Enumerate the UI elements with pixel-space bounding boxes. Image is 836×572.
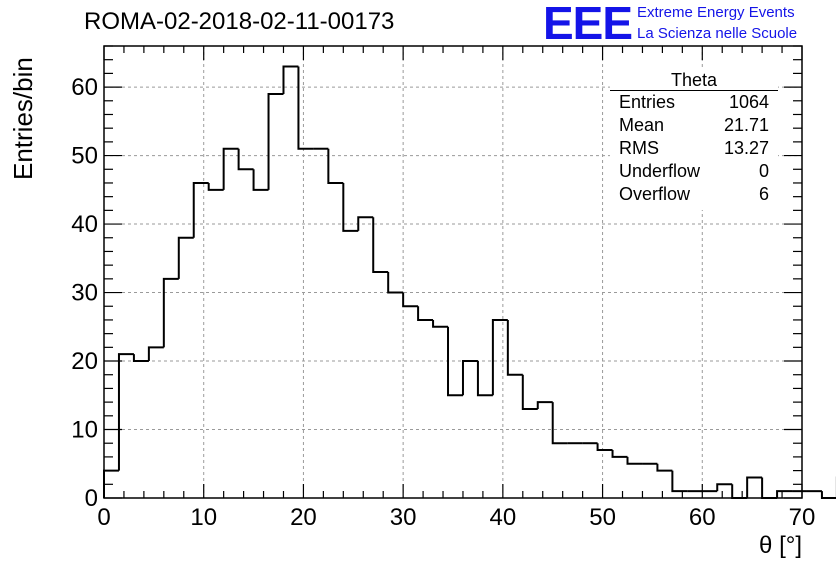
- histogram-bin: [461, 360, 478, 396]
- histogram-bin: [282, 65, 299, 94]
- histogram-bin: [342, 182, 359, 232]
- histogram-bin: [671, 470, 688, 493]
- histogram-bin: [252, 169, 269, 191]
- histogram-bin: [147, 346, 164, 362]
- logo-text-line-2: La Scienza nelle Scuole: [637, 25, 798, 42]
- x-tick-label: 30: [390, 504, 417, 531]
- grid-lines: [104, 46, 802, 498]
- histogram-bin: [432, 319, 449, 328]
- y-tick-label: 50: [71, 143, 98, 170]
- x-axis-label: θ [°]: [759, 532, 802, 559]
- histogram-bin: [536, 401, 553, 409]
- histogram-bin: [372, 217, 389, 273]
- histogram-bin: [716, 483, 733, 492]
- histogram-bin: [596, 443, 613, 452]
- x-tick-label: 40: [490, 504, 517, 531]
- histogram-bin: [417, 306, 434, 321]
- eee-logo: EEE: [543, 0, 633, 49]
- plot-frame: [103, 45, 803, 499]
- stats-value: 6: [758, 184, 769, 204]
- histogram-bars: [103, 65, 836, 499]
- x-tick-label: 70: [789, 504, 816, 531]
- histogram-bin: [731, 484, 748, 499]
- histogram-bin: [611, 450, 628, 458]
- x-tick-label: 50: [589, 504, 616, 531]
- histogram-bin: [447, 326, 463, 397]
- chart-title: ROMA-02-2018-02-11-00173: [84, 8, 395, 35]
- histogram-bin: [820, 491, 836, 499]
- histogram-bin: [776, 490, 793, 498]
- stats-label: Underflow: [619, 161, 701, 181]
- histogram-bin: [222, 147, 239, 190]
- stats-row-mean: Mean 21.71: [610, 114, 778, 137]
- histogram-bin: [476, 361, 493, 397]
- x-tick-label: 60: [689, 504, 716, 531]
- histogram-bin: [162, 277, 179, 348]
- stats-title: Theta: [610, 70, 778, 91]
- histogram-bin: [656, 463, 673, 472]
- histogram-bin: [357, 216, 374, 231]
- stats-value: 21.71: [723, 115, 769, 135]
- stats-value: 0: [758, 161, 769, 181]
- histogram-bin: [207, 182, 224, 191]
- stats-value: 1064: [728, 92, 769, 112]
- histogram-bin: [192, 181, 209, 238]
- x-tick-label: 10: [190, 504, 217, 531]
- stats-value: 13.27: [723, 138, 769, 158]
- histogram-bin: [551, 402, 568, 445]
- histogram-bin: [746, 476, 763, 498]
- y-tick-label: 60: [71, 74, 98, 101]
- stats-row-underflow: Underflow 0: [610, 160, 778, 183]
- histogram-bin: [761, 477, 778, 499]
- y-tick-label: 20: [71, 348, 98, 375]
- stats-box: Theta Entries 1064 Mean 21.71 RMS 13.27 …: [610, 70, 778, 210]
- y-tick-label: 10: [71, 417, 98, 444]
- stats-label: Entries: [619, 92, 676, 112]
- histogram-bin: [387, 272, 404, 294]
- histogram-bin: [132, 354, 149, 363]
- stats-label: RMS: [619, 138, 659, 158]
- stats-label: Overflow: [619, 184, 691, 204]
- x-tick-label: 0: [97, 504, 110, 531]
- histogram-bin: [506, 319, 523, 376]
- histogram-bin: [521, 374, 538, 410]
- histogram-bin: [626, 456, 643, 465]
- y-tick-label: 0: [85, 485, 98, 512]
- histogram-bin: [327, 148, 344, 184]
- histogram-bin: [491, 318, 508, 396]
- histogram-bin: [297, 66, 314, 150]
- histogram-bin: [402, 292, 419, 308]
- histogram-bin: [237, 148, 254, 171]
- stats-row-overflow: Overflow 6: [610, 183, 778, 206]
- logo-text-line-1: Extreme Energy Events: [637, 4, 795, 21]
- stats-row-entries: Entries 1064: [610, 91, 778, 114]
- y-tick-label: 30: [71, 280, 98, 307]
- stats-label: Mean: [619, 115, 665, 135]
- histogram-bin: [117, 353, 134, 471]
- histogram-bin: [267, 92, 284, 190]
- histogram-bin: [177, 236, 194, 279]
- y-tick-label: 40: [71, 211, 98, 238]
- x-tick-label: 20: [290, 504, 317, 531]
- stats-row-rms: RMS 13.27: [610, 137, 778, 160]
- y-axis-label: Entries/bin: [8, 57, 38, 180]
